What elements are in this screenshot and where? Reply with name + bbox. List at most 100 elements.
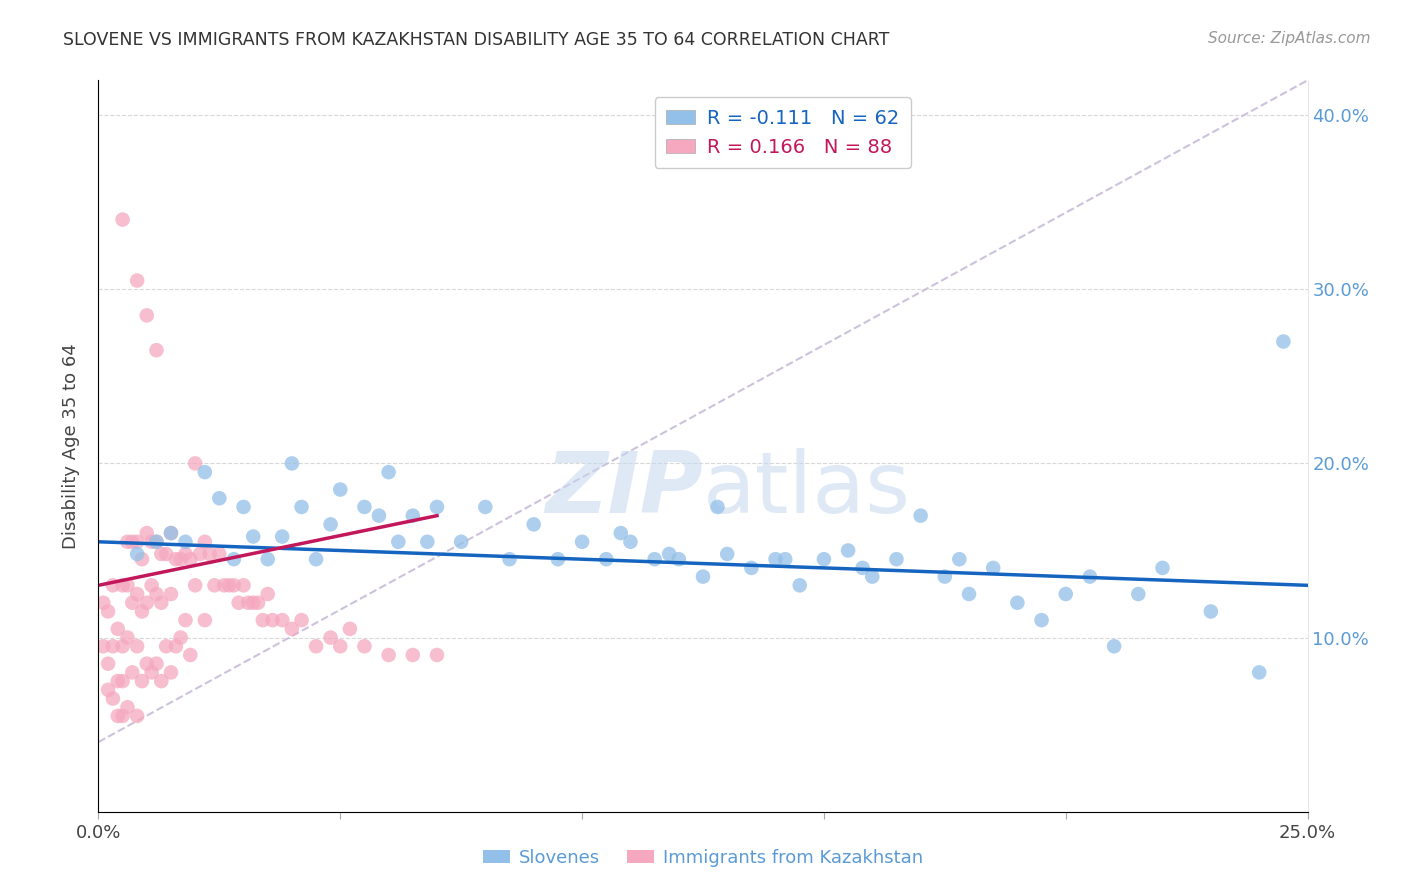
Point	[145, 587, 167, 601]
Point	[145, 534, 167, 549]
Point	[184, 457, 207, 471]
Point	[644, 552, 666, 566]
Point	[353, 500, 375, 514]
Point	[160, 526, 183, 541]
Point	[117, 700, 139, 714]
Point	[145, 534, 167, 549]
Point	[957, 587, 980, 601]
Point	[426, 648, 449, 662]
Point	[150, 547, 173, 561]
Text: ZIP: ZIP	[546, 449, 703, 532]
Point	[165, 552, 187, 566]
Point	[127, 274, 149, 288]
Point	[692, 569, 714, 583]
Point	[740, 561, 762, 575]
Point	[329, 483, 352, 497]
Point	[222, 552, 245, 566]
Point	[218, 578, 240, 592]
Text: SLOVENE VS IMMIGRANTS FROM KAZAKHSTAN DISABILITY AGE 35 TO 64 CORRELATION CHART: SLOVENE VS IMMIGRANTS FROM KAZAKHSTAN DI…	[63, 31, 890, 49]
Point	[97, 682, 120, 697]
Point	[135, 657, 157, 671]
Point	[111, 709, 134, 723]
Point	[252, 613, 274, 627]
Point	[121, 665, 143, 680]
Point	[547, 552, 569, 566]
Point	[208, 547, 231, 561]
Point	[571, 534, 593, 549]
Point	[789, 578, 811, 592]
Point	[107, 674, 129, 689]
Point	[934, 569, 956, 583]
Point	[135, 309, 157, 323]
Point	[281, 622, 304, 636]
Point	[377, 648, 399, 662]
Point	[242, 596, 264, 610]
Point	[238, 596, 260, 610]
Point	[127, 587, 149, 601]
Point	[1199, 604, 1222, 618]
Point	[174, 547, 197, 561]
Point	[242, 530, 264, 544]
Point	[658, 547, 681, 561]
Point	[135, 596, 157, 610]
Point	[145, 657, 167, 671]
Point	[155, 640, 177, 654]
Point	[121, 534, 143, 549]
Point	[194, 465, 217, 479]
Point	[97, 604, 120, 618]
Point	[716, 547, 738, 561]
Point	[179, 648, 201, 662]
Point	[97, 657, 120, 671]
Point	[281, 457, 304, 471]
Point	[1249, 665, 1271, 680]
Point	[910, 508, 932, 523]
Point	[1128, 587, 1150, 601]
Point	[474, 500, 496, 514]
Point	[165, 640, 187, 654]
Point	[188, 547, 211, 561]
Point	[1078, 569, 1101, 583]
Point	[1272, 334, 1295, 349]
Point	[117, 631, 139, 645]
Point	[595, 552, 617, 566]
Point	[135, 526, 157, 541]
Point	[339, 622, 361, 636]
Point	[141, 665, 163, 680]
Point	[91, 640, 114, 654]
Point	[155, 547, 177, 561]
Point	[765, 552, 787, 566]
Point	[668, 552, 690, 566]
Point	[160, 587, 183, 601]
Point	[150, 674, 173, 689]
Point	[305, 552, 328, 566]
Point	[290, 500, 312, 514]
Point	[184, 578, 207, 592]
Legend: Slovenes, Immigrants from Kazakhstan: Slovenes, Immigrants from Kazakhstan	[475, 842, 931, 874]
Point	[131, 674, 153, 689]
Point	[160, 665, 183, 680]
Point	[169, 631, 191, 645]
Point	[194, 613, 217, 627]
Point	[174, 613, 197, 627]
Point	[450, 534, 472, 549]
Legend: R = -0.111   N = 62, R = 0.166   N = 88: R = -0.111 N = 62, R = 0.166 N = 88	[655, 97, 911, 169]
Point	[1031, 613, 1053, 627]
Point	[150, 596, 173, 610]
Point	[160, 526, 183, 541]
Point	[111, 212, 134, 227]
Point	[256, 587, 278, 601]
Point	[127, 640, 149, 654]
Point	[131, 604, 153, 618]
Point	[212, 578, 235, 592]
Point	[426, 500, 449, 514]
Point	[416, 534, 439, 549]
Point	[117, 534, 139, 549]
Point	[141, 534, 163, 549]
Point	[619, 534, 641, 549]
Point	[773, 552, 796, 566]
Point	[860, 569, 883, 583]
Point	[319, 517, 342, 532]
Point	[179, 552, 201, 566]
Point	[852, 561, 875, 575]
Point	[131, 552, 153, 566]
